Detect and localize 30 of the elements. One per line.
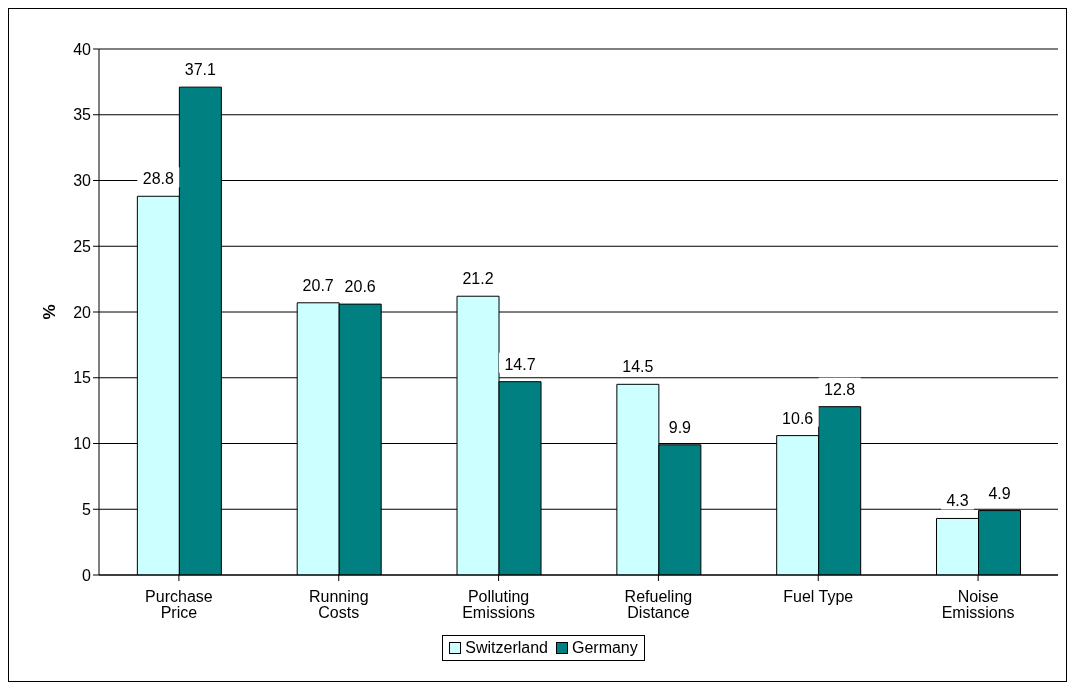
data-label: 12.8 [824,380,856,398]
legend-label: Germany [571,639,638,657]
y-tick-label: 35 [73,106,92,124]
data-label: 14.7 [504,355,536,373]
x-tick-label: Polluting Emissions [462,588,536,622]
y-tick-label: 5 [82,500,92,518]
y-tick-label: 10 [73,435,92,453]
x-tick-label: Noise Emissions [941,588,1015,622]
data-label: 14.5 [622,358,654,376]
y-tick-label: 25 [73,237,92,255]
data-label: 9.9 [668,418,692,436]
data-label: 37.1 [184,61,217,79]
x-tick-label: Purchase Price [145,588,213,622]
legend-label: Switzerland [465,639,548,657]
y-tick-label: 40 [73,40,92,58]
data-label: 4.9 [988,484,1011,502]
y-axis-title: % [40,304,60,320]
data-label: 10.6 [782,409,814,427]
y-tick-label: 20 [73,303,92,321]
x-tick-label: Refueling Distance [624,588,693,622]
y-tick-label: 30 [73,172,92,190]
y-tick-label: 0 [82,566,92,584]
y-tick-label: 15 [73,369,92,387]
data-label: 20.7 [302,276,334,294]
data-label: 28.8 [142,170,175,188]
data-label: 4.3 [946,492,969,510]
x-tick-label: Running Costs [308,588,369,622]
data-label: 20.6 [344,278,376,296]
data-label: 21.2 [462,270,494,288]
x-tick-label: Fuel Type [783,588,854,606]
